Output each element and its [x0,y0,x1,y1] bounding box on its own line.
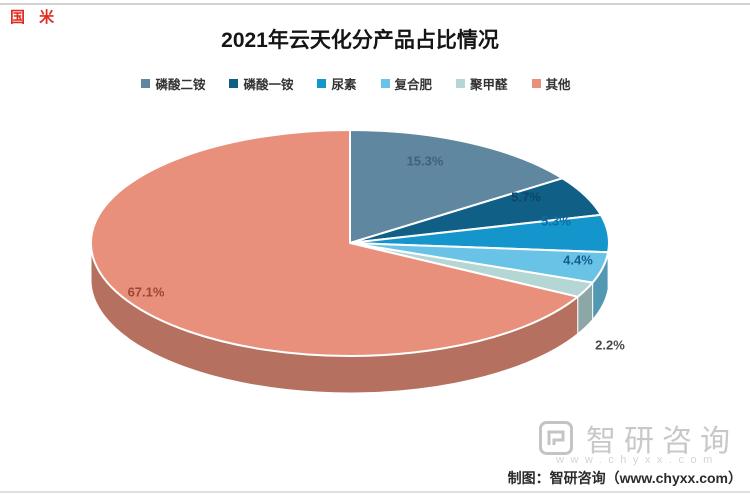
legend-label: 磷酸二铵 [155,78,206,92]
legend-label: 其他 [545,78,571,92]
legend-label: 磷酸一铵 [243,78,294,92]
corner-marks: 国 米 [10,9,60,26]
legend-item: 其他 [531,74,571,93]
legend-item: 复合肥 [380,74,433,93]
top-border-line [0,3,750,5]
legend-swatch [456,79,466,88]
legend-item: 尿素 [317,74,357,93]
legend-swatch [317,79,327,88]
slice-value-label: 2.2% [595,337,625,353]
legend-swatch [380,79,390,88]
legend-swatch [531,79,541,88]
legend-item: 磷酸二铵 [141,74,205,93]
slice-value-label: 67.1% [127,284,165,300]
pie-slice [90,129,579,357]
legend-item: 磷酸一铵 [229,74,293,93]
watermark-logo-icon [539,421,573,455]
legend-item: 聚甲醛 [456,74,508,93]
pie-slice [349,129,564,244]
slice-value-label: 5.3% [541,213,571,229]
legend-swatch [141,79,151,88]
bottom-border-line [0,491,750,493]
legend-label: 尿素 [331,78,357,92]
chart-title: 2021年云天化分产品占比情况 [221,29,499,52]
slice-value-label: 15.3% [406,153,444,169]
watermark: 智研咨询 [538,416,738,460]
watermark-brand: 智研咨询 [586,425,738,458]
footer-caption: 制图：智研咨询（www.chyxx.com） [507,470,742,486]
legend-label: 聚甲醛 [470,78,508,92]
watermark-url: www.chyxx.com [556,454,719,466]
legend-label: 复合肥 [394,78,433,92]
legend-swatch [229,79,239,88]
slice-value-label: 5.7% [511,189,541,205]
slice-value-label: 4.4% [563,252,593,268]
chart-legend: 磷酸二铵 磷酸一铵 尿素 复合肥 聚甲醛 其他 [0,74,712,93]
